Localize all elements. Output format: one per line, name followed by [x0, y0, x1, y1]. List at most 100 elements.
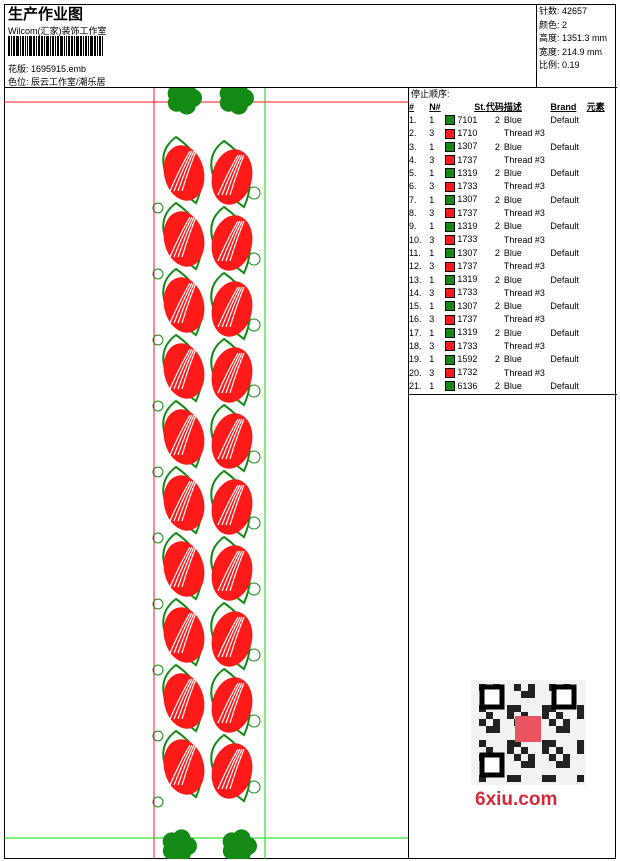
petal-detail: [173, 480, 193, 522]
petal-detail: [225, 418, 243, 460]
green-detail: [247, 384, 261, 398]
needle: 1: [429, 194, 435, 205]
needle: 3: [429, 181, 435, 192]
code: 2: [494, 327, 500, 338]
petal-detail: [177, 612, 195, 654]
table-row: 14. 3 1733 Thread #3: [409, 286, 617, 299]
description: Blue: [503, 141, 522, 152]
row-number: 1.: [409, 114, 417, 125]
info-colors: 颜色: 2: [539, 19, 568, 30]
color-swatch: [445, 381, 456, 392]
column-header: 代码: [485, 102, 504, 113]
petal-detail: [217, 286, 239, 328]
petal-detail: [217, 616, 239, 658]
description: Thread #3: [503, 367, 545, 378]
stitches: 1307: [445, 193, 485, 206]
color-swatch: [445, 341, 456, 352]
description: Thread #3: [503, 287, 545, 298]
description: Blue: [503, 301, 522, 312]
color-swatch: [445, 234, 456, 245]
description: Blue: [503, 274, 522, 285]
petal-detail: [221, 220, 241, 262]
petal-detail: [217, 154, 239, 196]
petal-detail: [229, 748, 245, 790]
table-row: 12. 3 1737 Thread #3: [409, 260, 617, 273]
stitches: 1733: [445, 180, 485, 193]
row-number: 18.: [409, 340, 422, 351]
petal-detail: [177, 546, 195, 588]
color-swatch: [445, 314, 456, 325]
color-swatch: [445, 261, 456, 272]
petal-detail: [229, 484, 245, 526]
petal-detail: [229, 220, 245, 262]
stitches: 1319: [445, 166, 485, 179]
green-detail: [152, 202, 164, 214]
file-name: 花版: 1695915.emb: [8, 64, 87, 74]
petal-detail: [181, 282, 197, 324]
needle: 1: [429, 221, 435, 232]
brand: Default: [550, 141, 579, 152]
green-detail: [152, 796, 164, 808]
color-swatch: [445, 354, 456, 365]
brand: Default: [550, 247, 579, 258]
petal-detail: [173, 150, 193, 192]
table-row: 16. 3 1737 Thread #3: [409, 313, 617, 326]
brand: [550, 339, 586, 352]
green-detail: [247, 648, 261, 662]
row-number: 16.: [409, 314, 422, 325]
needle: 3: [429, 154, 435, 165]
needle: 1: [429, 141, 435, 152]
row-number: 14.: [409, 287, 422, 298]
petal-detail: [177, 348, 195, 390]
petal-detail: [225, 550, 243, 592]
code: 2: [494, 221, 500, 232]
brand: Default: [550, 221, 579, 232]
petal-detail: [229, 352, 245, 394]
petal-detail: [181, 216, 197, 258]
description: Thread #3: [503, 234, 545, 245]
petal-detail: [169, 744, 191, 786]
description: Blue: [503, 221, 522, 232]
stitches: 1737: [445, 313, 485, 326]
embroidery-design: [4, 81, 408, 861]
green-detail: [152, 664, 164, 676]
petal-detail: [173, 216, 193, 258]
stitches: 1319: [445, 326, 485, 339]
stitches: 1710: [445, 127, 485, 140]
table-row: 5. 1 1319 2 Blue Default: [409, 166, 617, 179]
brand: Default: [550, 301, 579, 312]
stop-sequence-title: 停止顺序:: [411, 89, 450, 99]
table-row: 6. 3 1733 Thread #3: [409, 180, 617, 193]
brand: Default: [550, 354, 579, 365]
info-stitches: 针数: 42657: [539, 6, 588, 16]
petal-detail: [169, 150, 191, 192]
color-swatch: [445, 328, 456, 338]
code: [486, 339, 504, 352]
table-row: 15. 1 1307 2 Blue Default: [409, 299, 617, 312]
petal-detail: [173, 612, 193, 654]
row-number: 11.: [409, 247, 421, 258]
green-detail: [152, 730, 164, 742]
green-detail: [247, 780, 261, 794]
petal-detail: [221, 748, 241, 790]
petal-detail: [169, 546, 191, 588]
brand: [550, 153, 586, 166]
description: Thread #3: [503, 261, 545, 272]
stitches: 1737: [445, 260, 485, 273]
needle: 3: [429, 340, 435, 351]
stitches: 1732: [445, 366, 485, 379]
petal-detail: [221, 352, 241, 394]
petal-detail: [173, 546, 193, 588]
needle: 3: [429, 128, 435, 139]
color-swatch: [445, 208, 456, 219]
petal-detail: [221, 418, 241, 460]
green-detail: [152, 400, 164, 412]
stitches: 1737: [445, 153, 485, 166]
petal-detail: [217, 418, 239, 460]
code: 2: [494, 194, 500, 205]
needle: 3: [429, 261, 435, 272]
needle: 1: [429, 301, 435, 312]
row-number: 20.: [409, 367, 422, 378]
color-swatch: [445, 155, 456, 166]
brand: Default: [550, 274, 579, 285]
